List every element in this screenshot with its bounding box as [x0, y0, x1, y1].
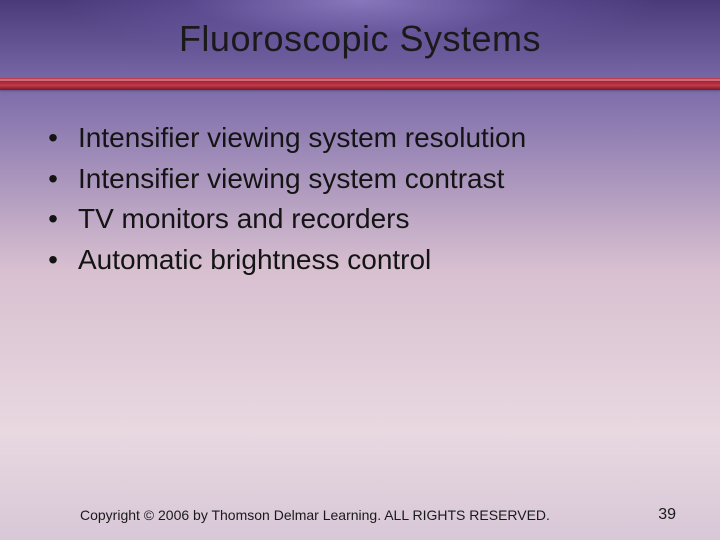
- list-item: • TV monitors and recorders: [48, 199, 672, 240]
- bullet-list: • Intensifier viewing system resolution …: [48, 118, 672, 280]
- bullet-icon: •: [48, 159, 58, 200]
- copyright-text: Copyright © 2006 by Thomson Delmar Learn…: [80, 507, 550, 523]
- slide-title: Fluoroscopic Systems: [0, 18, 720, 60]
- list-item: • Intensifier viewing system resolution: [48, 118, 672, 159]
- slide: Fluoroscopic Systems • Intensifier viewi…: [0, 0, 720, 540]
- bullet-icon: •: [48, 199, 58, 240]
- page-number: 39: [658, 506, 676, 524]
- list-item: • Automatic brightness control: [48, 240, 672, 281]
- divider-bar: [0, 78, 720, 90]
- bullet-text: TV monitors and recorders: [78, 199, 409, 240]
- footer: Copyright © 2006 by Thomson Delmar Learn…: [0, 506, 720, 524]
- list-item: • Intensifier viewing system contrast: [48, 159, 672, 200]
- body-content: • Intensifier viewing system resolution …: [48, 118, 672, 280]
- bullet-icon: •: [48, 240, 58, 281]
- bullet-text: Intensifier viewing system contrast: [78, 159, 504, 200]
- bullet-text: Intensifier viewing system resolution: [78, 118, 526, 159]
- bullet-icon: •: [48, 118, 58, 159]
- title-block: Fluoroscopic Systems: [0, 18, 720, 60]
- bullet-text: Automatic brightness control: [78, 240, 431, 281]
